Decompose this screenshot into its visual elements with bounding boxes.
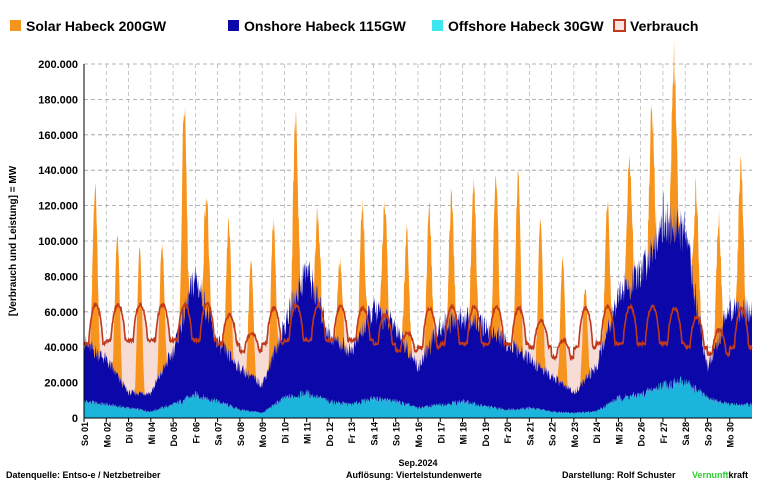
legend-swatch-onshore [228, 20, 239, 31]
offshore-area [84, 376, 752, 418]
x-tick-label: Mi 11 [303, 422, 313, 444]
legend-label-solar: Solar Habeck 200GW [26, 18, 167, 34]
x-tick-label: Mo 23 [570, 422, 580, 448]
y-tick-label: 120.000 [38, 201, 78, 213]
legend-swatch-offshore [432, 20, 443, 31]
x-tick-label: Do 05 [169, 422, 179, 447]
x-tick-label: So 22 [548, 422, 558, 446]
legend-swatch-verbrauch [613, 19, 626, 32]
y-axis: 0 20.000 40.000 60.000 80.000 100.000 120.000 1… [38, 59, 78, 425]
y-tick-label: 80.000 [44, 271, 78, 283]
x-tick-label: Fr 20 [503, 422, 513, 444]
footer-source: Datenquelle: Entso-e / Netzbetreiber [6, 470, 161, 480]
x-tick-label: Mi 25 [614, 422, 624, 445]
y-tick-label: 180.000 [38, 94, 78, 106]
x-tick-label: Fr 06 [191, 422, 201, 444]
x-tick-label: So 29 [703, 422, 713, 446]
x-tick-label: Mo 16 [414, 422, 424, 448]
x-tick-label: So 15 [392, 422, 402, 446]
y-tick-label: 100.000 [38, 236, 78, 248]
y-tick-label: 40.000 [44, 342, 78, 354]
footer: Datenquelle: Entso-e / Netzbetreiber Auf… [6, 470, 748, 480]
x-tick-label: Di 17 [436, 422, 446, 444]
x-tick-label: Fr 13 [347, 422, 357, 444]
y-tick-label: 60.000 [44, 307, 78, 319]
x-tick-label: Do 26 [637, 422, 647, 447]
y-tick-label: 0 [72, 413, 78, 425]
x-tick-label: Mi 18 [459, 422, 469, 445]
footer-brand: Vernunftkraft [692, 470, 748, 480]
footer-brand-green: Vernunft [692, 470, 729, 480]
x-tick-label: So 01 [80, 422, 90, 446]
x-tick-label: Do 12 [325, 422, 335, 447]
legend-label-verbrauch: Verbrauch [630, 18, 698, 34]
x-tick-label: Sa 07 [214, 422, 224, 446]
plot-area [83, 39, 753, 418]
x-axis-label: Sep.2024 [398, 458, 437, 468]
footer-brand-black: kraft [729, 470, 749, 480]
y-tick-label: 140.000 [38, 165, 78, 177]
y-tick-label: 200.000 [38, 59, 78, 71]
x-tick-label: Mo 30 [726, 422, 736, 448]
legend-label-onshore: Onshore Habeck 115GW [244, 18, 407, 34]
y-tick-label: 20.000 [44, 378, 78, 390]
footer-resolution: Auflösung: Viertelstundenwerte [346, 470, 482, 480]
legend-swatch-solar [10, 20, 21, 31]
x-tick-label: Sa 21 [525, 422, 535, 446]
x-tick-label: So 08 [236, 422, 246, 446]
y-axis-label: [Verbrauch und Leistung] = MW [8, 165, 19, 316]
verbrauch-line [83, 300, 753, 362]
footer-author: Darstellung: Rolf Schuster [562, 470, 676, 480]
x-tick-label: Mi 04 [147, 422, 157, 445]
onshore-area [84, 191, 752, 414]
x-tick-label: Sa 14 [369, 422, 379, 446]
legend-label-offshore: Offshore Habeck 30GW [448, 18, 604, 34]
x-tick-label: Di 24 [592, 422, 602, 444]
x-tick-label: Mo 02 [102, 422, 112, 448]
x-tick-label: Do 19 [481, 422, 491, 447]
x-tick-label: Di 10 [280, 422, 290, 444]
x-tick-label: Sa 28 [681, 422, 691, 446]
legend: Solar Habeck 200GW Onshore Habeck 115GW … [10, 18, 698, 34]
y-tick-label: 160.000 [38, 130, 78, 142]
x-tick-label: Fr 27 [659, 422, 669, 444]
x-tick-label: Mo 09 [258, 422, 268, 448]
x-axis: So 01 Mo 02 Di 03 Mi 04 Do 05 Fr 06 Sa 07 So 08… [80, 64, 752, 448]
x-tick-label: Di 03 [125, 422, 135, 444]
